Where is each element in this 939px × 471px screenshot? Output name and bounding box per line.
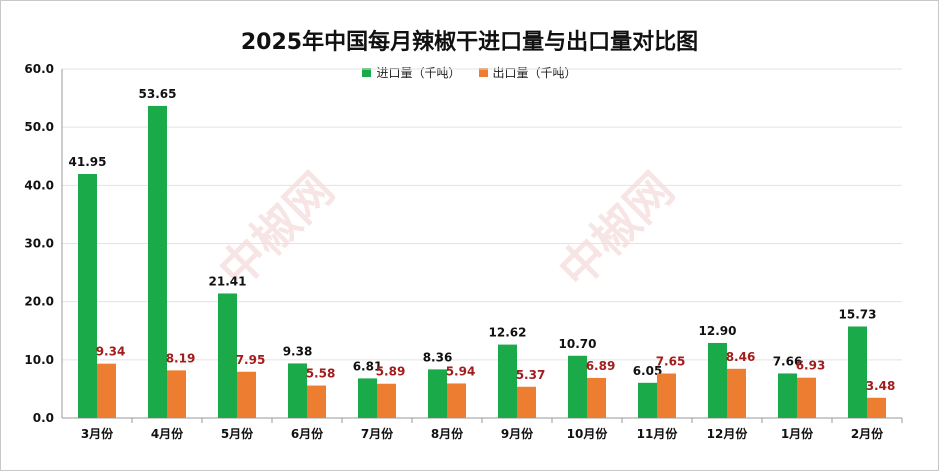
x-tick-label: 5月份 <box>221 426 254 441</box>
bar-import <box>358 378 377 418</box>
bar-export <box>237 371 256 418</box>
bar-import <box>288 363 307 418</box>
bar-export <box>587 377 606 418</box>
data-label-export: 7.95 <box>236 353 266 367</box>
y-tick-label: 20.0 <box>24 295 54 309</box>
x-tick-label: 4月份 <box>151 426 184 441</box>
x-tick-label: 10月份 <box>567 426 609 441</box>
bar-export <box>377 383 396 418</box>
data-label-export: 3.48 <box>866 379 896 393</box>
x-tick-label: 2月份 <box>851 426 884 441</box>
y-tick-label: 0.0 <box>33 411 54 425</box>
chart-title: 2025年中国每月辣椒干进口量与出口量对比图 <box>240 30 699 55</box>
x-tick-label: 11月份 <box>637 426 679 441</box>
bar-export <box>167 370 186 418</box>
y-tick-label: 40.0 <box>24 178 54 192</box>
legend-swatch-export <box>478 68 488 77</box>
y-tick-label: 50.0 <box>24 120 54 134</box>
data-label-import: 41.95 <box>69 155 107 169</box>
data-label-export: 8.19 <box>166 351 196 365</box>
y-tick-label: 30.0 <box>24 237 54 251</box>
x-tick-label: 1月份 <box>781 426 814 441</box>
data-label-import: 6.81 <box>353 359 383 373</box>
data-label-import: 6.05 <box>633 364 663 378</box>
data-label-import: 12.62 <box>489 326 527 340</box>
data-label-export: 6.93 <box>796 359 826 373</box>
x-tick-label: 3月份 <box>81 426 114 441</box>
bar-export <box>447 383 466 418</box>
bar-import <box>428 369 447 418</box>
data-label-export: 5.89 <box>376 365 406 379</box>
data-label-export: 5.94 <box>446 364 476 378</box>
bar-export <box>727 368 746 418</box>
data-label-export: 5.58 <box>306 367 336 381</box>
x-tick-label: 9月份 <box>501 426 534 441</box>
bar-import <box>498 344 517 418</box>
bar-import <box>848 326 867 418</box>
data-label-export: 7.65 <box>656 355 686 369</box>
data-label-import: 53.65 <box>139 87 177 101</box>
bar-import <box>78 173 97 418</box>
data-label-export: 6.89 <box>586 359 616 373</box>
x-tick-label: 8月份 <box>431 426 464 441</box>
bar-import <box>218 293 237 418</box>
bar-export <box>307 385 326 418</box>
bar-import <box>148 105 167 418</box>
data-label-import: 9.38 <box>283 344 313 358</box>
bar-export <box>867 397 886 418</box>
bar-import <box>778 373 797 418</box>
data-label-export: 8.46 <box>726 350 756 364</box>
data-label-import: 15.73 <box>839 308 877 322</box>
data-label-import: 8.36 <box>423 350 453 364</box>
data-label-export: 5.37 <box>516 368 546 382</box>
bar-export <box>657 373 676 418</box>
y-tick-label: 60.0 <box>24 62 54 76</box>
data-label-export: 9.34 <box>96 345 126 359</box>
data-label-import: 10.70 <box>559 337 597 351</box>
bar-export <box>797 377 816 418</box>
data-label-import: 7.66 <box>773 354 803 368</box>
y-tick-label: 10.0 <box>24 353 54 367</box>
legend-swatch-import <box>362 68 372 77</box>
bar-export <box>97 363 116 418</box>
x-tick-label: 7月份 <box>361 426 394 441</box>
data-label-import: 12.90 <box>699 324 737 338</box>
bar-import <box>568 355 587 418</box>
bar-export <box>517 386 536 418</box>
x-tick-label: 12月份 <box>707 426 749 441</box>
bar-import <box>708 342 727 418</box>
data-label-import: 21.41 <box>209 274 247 288</box>
x-tick-label: 6月份 <box>291 426 324 441</box>
bar-import <box>638 382 657 418</box>
